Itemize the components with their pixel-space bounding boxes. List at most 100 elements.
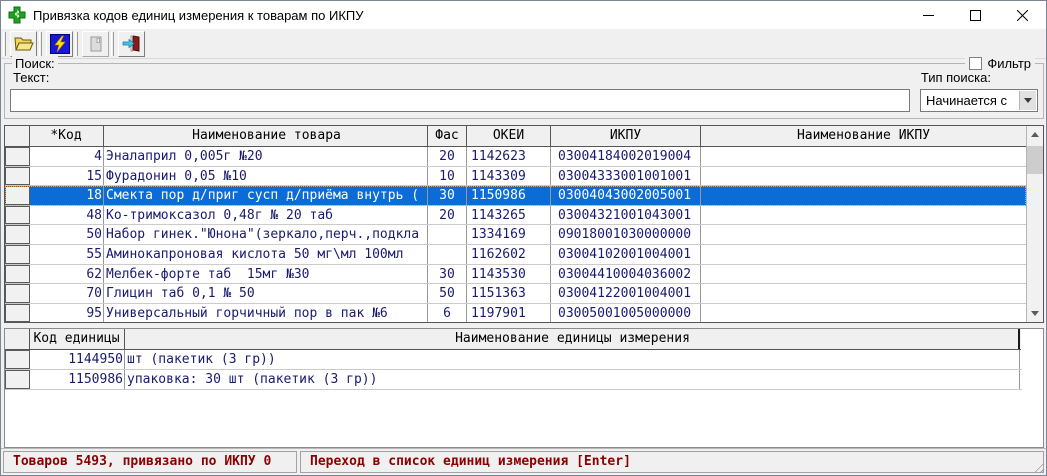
cell-fas[interactable] xyxy=(428,244,467,264)
close-button[interactable] xyxy=(999,1,1046,29)
cell-ikpu-name[interactable] xyxy=(701,206,1026,225)
cell-ikpu[interactable]: 03004333001001001 xyxy=(551,166,701,186)
cell-unit-code[interactable]: 1144950 xyxy=(30,350,125,369)
vertical-scrollbar[interactable] xyxy=(1026,126,1043,322)
scrollbar-thumb[interactable] xyxy=(1027,146,1043,174)
table-row[interactable]: 55 Аминокапроновая кислота 50 мг\мл 100мл… xyxy=(5,244,1026,265)
cell-okei[interactable]: 1197901 xyxy=(467,303,551,322)
search-type-combobox[interactable]: Начинается с xyxy=(920,89,1038,112)
cell-code[interactable]: 48 xyxy=(30,205,104,225)
table-row[interactable]: 70 Глицин таб 0,1 № 50 50 1151363 0300412200… xyxy=(5,284,1026,304)
cell-fas[interactable]: 20 xyxy=(428,147,467,166)
row-selector[interactable] xyxy=(5,225,30,244)
cell-ikpu[interactable]: 03004184002019004 xyxy=(551,147,701,166)
exit-button[interactable] xyxy=(118,30,145,57)
cell-code[interactable]: 18 xyxy=(30,186,104,205)
cell-product-name[interactable]: Ко-тримоксазол 0,48г № 20 таб xyxy=(104,205,428,225)
cell-ikpu-name[interactable] xyxy=(701,284,1026,303)
row-selector[interactable] xyxy=(5,244,30,264)
cell-okei[interactable]: 1151363 xyxy=(467,284,551,303)
cell-unit-name[interactable]: шт (пакетик (3 гр)) xyxy=(125,350,1020,369)
cell-ikpu[interactable]: 03004122001004001 xyxy=(551,284,701,303)
cell-code[interactable]: 70 xyxy=(30,284,104,303)
maximize-button[interactable] xyxy=(952,1,999,29)
cell-okei[interactable]: 1334169 xyxy=(467,225,551,244)
row-selector[interactable] xyxy=(5,166,30,186)
row-selector[interactable] xyxy=(5,147,30,166)
cell-ikpu-name[interactable] xyxy=(701,265,1026,284)
row-selector[interactable] xyxy=(5,303,30,322)
row-selector[interactable] xyxy=(5,264,30,284)
cell-code[interactable]: 50 xyxy=(30,225,104,244)
cell-ikpu-name[interactable] xyxy=(701,167,1026,186)
cell-product-name[interactable]: Универсальный горчичный пор в пак №6 xyxy=(104,303,428,322)
cell-product-name[interactable]: Смекта пор д/приг сусп д/приёма внутрь ( xyxy=(104,186,428,205)
cell-ikpu-name[interactable] xyxy=(701,147,1026,166)
table-row[interactable]: 95 Универсальный горчичный пор в пак №6 6 1… xyxy=(5,303,1026,322)
header-ikpu-name[interactable]: Наименование ИКПУ xyxy=(796,128,931,143)
cell-product-name[interactable]: Аминокапроновая кислота 50 мг\мл 100мл xyxy=(104,244,428,264)
cell-fas[interactable]: 20 xyxy=(428,205,467,225)
cell-fas[interactable]: 6 xyxy=(428,303,467,322)
row-selector[interactable] xyxy=(5,205,30,225)
cell-fas[interactable]: 10 xyxy=(428,166,467,186)
header-code[interactable]: *Код xyxy=(30,126,104,146)
refresh-button[interactable] xyxy=(46,30,73,57)
table-row[interactable]: 15 Фурадонин 0,05 №10 10 1143309 03004333001… xyxy=(5,166,1026,187)
scroll-up-button[interactable] xyxy=(1027,126,1043,143)
search-input[interactable] xyxy=(10,89,910,112)
cell-ikpu[interactable]: 09018001030000000 xyxy=(551,225,701,244)
filter-checkbox-group[interactable]: Фильтр xyxy=(965,56,1035,71)
minimize-button[interactable] xyxy=(905,1,952,29)
header-okei[interactable]: ОКЕИ xyxy=(467,126,551,146)
combobox-dropdown-button[interactable] xyxy=(1019,91,1036,110)
cell-ikpu[interactable]: 03004321001043001 xyxy=(551,205,701,225)
cell-fas[interactable]: 30 xyxy=(428,186,467,205)
table-row[interactable]: 18 Смекта пор д/приг сусп д/приёма внутрь… xyxy=(5,186,1026,206)
table-row[interactable]: 4 Эналаприл 0,005г №20 20 1142623 0300418400… xyxy=(5,147,1026,167)
cell-code[interactable]: 55 xyxy=(30,244,104,264)
header-fas[interactable]: Фас xyxy=(428,126,467,146)
cell-code[interactable]: 15 xyxy=(30,166,104,186)
cell-ikpu-name[interactable] xyxy=(701,245,1026,264)
cell-okei[interactable]: 1143530 xyxy=(467,264,551,284)
header-product-name[interactable]: Наименование товара xyxy=(104,126,428,146)
cell-ikpu[interactable]: 03004410004036002 xyxy=(551,264,701,284)
cell-unit-name[interactable]: упаковка: 30 шт (пакетик (3 гр)) xyxy=(125,370,1020,389)
row-selector[interactable] xyxy=(5,350,30,369)
table-row[interactable]: 48 Ко-тримоксазол 0,48г № 20 таб 20 1143265… xyxy=(5,205,1026,226)
cell-code[interactable]: 95 xyxy=(30,303,104,322)
cell-fas[interactable]: 30 xyxy=(428,264,467,284)
header-unit-code[interactable]: Код единицы xyxy=(30,329,125,349)
cell-fas[interactable] xyxy=(428,225,467,244)
row-selector[interactable] xyxy=(5,186,30,205)
cell-okei[interactable]: 1162602 xyxy=(467,244,551,264)
cell-ikpu-name[interactable] xyxy=(701,304,1026,322)
cell-ikpu[interactable]: 03005001005000000 xyxy=(551,303,701,322)
row-selector[interactable] xyxy=(5,284,30,303)
cell-okei[interactable]: 1143265 xyxy=(467,205,551,225)
open-button[interactable] xyxy=(10,30,37,57)
cell-code[interactable]: 62 xyxy=(30,264,104,284)
header-ikpu[interactable]: ИКПУ xyxy=(551,126,701,146)
filter-checkbox[interactable] xyxy=(969,57,983,70)
header-unit-name[interactable]: Наименование единицы измерения xyxy=(125,329,1020,349)
cell-product-name[interactable]: Мелбек-форте таб 15мг №30 xyxy=(104,264,428,284)
cell-product-name[interactable]: Эналаприл 0,005г №20 xyxy=(104,147,428,166)
cell-unit-code[interactable]: 1150986 xyxy=(30,370,125,389)
cell-okei[interactable]: 1150986 xyxy=(467,186,551,205)
cell-fas[interactable]: 50 xyxy=(428,284,467,303)
row-selector[interactable] xyxy=(5,370,30,389)
cell-okei[interactable]: 1143309 xyxy=(467,166,551,186)
cell-ikpu-name[interactable] xyxy=(701,186,1026,205)
table-row[interactable]: 50 Набор гинек."Юнона"(зеркало,перч.,подк… xyxy=(5,225,1026,245)
table-row[interactable]: 1144950 шт (пакетик (3 гр)) xyxy=(5,350,1022,370)
scroll-down-button[interactable] xyxy=(1027,305,1043,322)
cell-product-name[interactable]: Набор гинек."Юнона"(зеркало,перч.,подкла xyxy=(104,225,428,244)
cell-product-name[interactable]: Фурадонин 0,05 №10 xyxy=(104,166,428,186)
table-row[interactable]: 62 Мелбек-форте таб 15мг №30 30 1143530 0300… xyxy=(5,264,1026,285)
cell-product-name[interactable]: Глицин таб 0,1 № 50 xyxy=(104,284,428,303)
cell-ikpu[interactable]: 03004043002005001 xyxy=(551,186,701,205)
table-row[interactable]: 1150986 упаковка: 30 шт (пакетик (3 гр)) xyxy=(5,370,1022,390)
cell-okei[interactable]: 1142623 xyxy=(467,147,551,166)
